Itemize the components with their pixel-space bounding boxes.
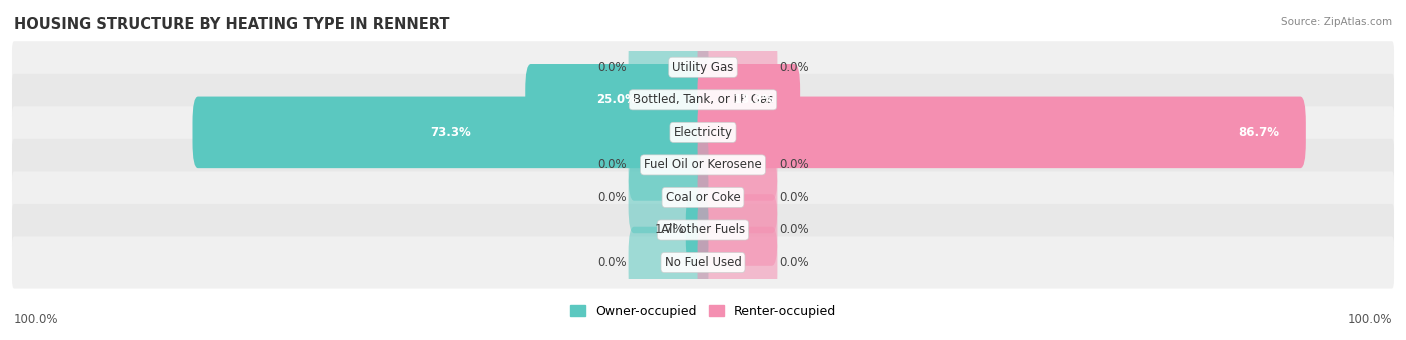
FancyBboxPatch shape <box>697 194 778 266</box>
FancyBboxPatch shape <box>697 64 800 136</box>
Text: 1.7%: 1.7% <box>655 223 685 237</box>
FancyBboxPatch shape <box>13 41 1393 93</box>
FancyBboxPatch shape <box>13 139 1393 191</box>
Text: 0.0%: 0.0% <box>598 191 627 204</box>
Text: All other Fuels: All other Fuels <box>661 223 745 237</box>
Text: Electricity: Electricity <box>673 126 733 139</box>
Text: HOUSING STRUCTURE BY HEATING TYPE IN RENNERT: HOUSING STRUCTURE BY HEATING TYPE IN REN… <box>14 17 450 32</box>
Text: Source: ZipAtlas.com: Source: ZipAtlas.com <box>1281 17 1392 27</box>
Legend: Owner-occupied, Renter-occupied: Owner-occupied, Renter-occupied <box>565 300 841 323</box>
Text: 0.0%: 0.0% <box>779 223 808 237</box>
FancyBboxPatch shape <box>686 194 709 266</box>
FancyBboxPatch shape <box>697 227 778 298</box>
Text: 0.0%: 0.0% <box>598 158 627 171</box>
FancyBboxPatch shape <box>628 32 709 103</box>
Text: Fuel Oil or Kerosene: Fuel Oil or Kerosene <box>644 158 762 171</box>
FancyBboxPatch shape <box>13 171 1393 223</box>
Text: 0.0%: 0.0% <box>598 256 627 269</box>
Text: 25.0%: 25.0% <box>596 93 637 106</box>
Text: 86.7%: 86.7% <box>1239 126 1279 139</box>
Text: Bottled, Tank, or LP Gas: Bottled, Tank, or LP Gas <box>633 93 773 106</box>
Text: Coal or Coke: Coal or Coke <box>665 191 741 204</box>
Text: 0.0%: 0.0% <box>598 61 627 74</box>
Text: 13.3%: 13.3% <box>733 93 773 106</box>
FancyBboxPatch shape <box>13 204 1393 256</box>
Text: 0.0%: 0.0% <box>779 158 808 171</box>
Text: 0.0%: 0.0% <box>779 61 808 74</box>
FancyBboxPatch shape <box>13 237 1393 289</box>
FancyBboxPatch shape <box>526 64 709 136</box>
FancyBboxPatch shape <box>193 97 709 168</box>
FancyBboxPatch shape <box>13 74 1393 126</box>
FancyBboxPatch shape <box>697 97 1306 168</box>
Text: 73.3%: 73.3% <box>430 126 471 139</box>
FancyBboxPatch shape <box>628 227 709 298</box>
FancyBboxPatch shape <box>697 129 778 201</box>
FancyBboxPatch shape <box>13 106 1393 158</box>
FancyBboxPatch shape <box>697 32 778 103</box>
FancyBboxPatch shape <box>628 162 709 233</box>
Text: 0.0%: 0.0% <box>779 256 808 269</box>
FancyBboxPatch shape <box>697 162 778 233</box>
FancyBboxPatch shape <box>628 129 709 201</box>
Text: 100.0%: 100.0% <box>14 313 59 326</box>
Text: 0.0%: 0.0% <box>779 191 808 204</box>
Text: Utility Gas: Utility Gas <box>672 61 734 74</box>
Text: 100.0%: 100.0% <box>1347 313 1392 326</box>
Text: No Fuel Used: No Fuel Used <box>665 256 741 269</box>
